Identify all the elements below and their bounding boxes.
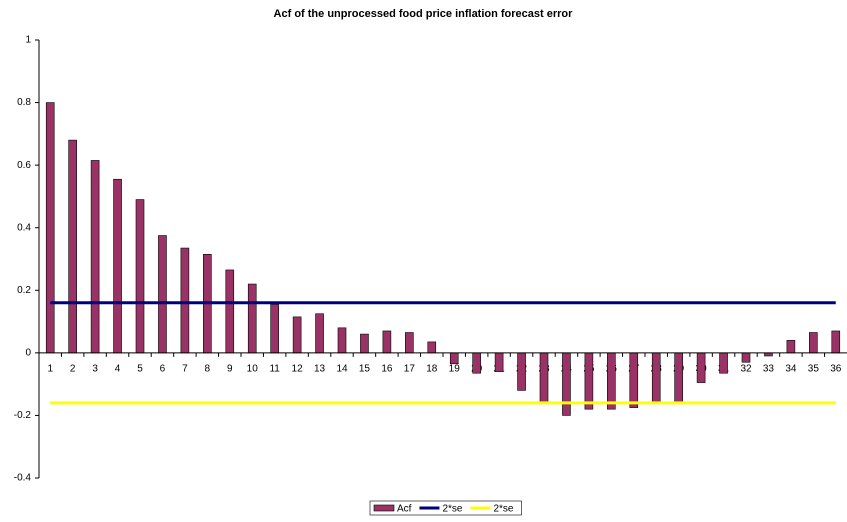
x-tick-label: 32 xyxy=(740,363,752,374)
bar xyxy=(427,341,437,354)
bar xyxy=(651,352,661,404)
legend-swatch xyxy=(373,504,395,512)
x-tick-label: 18 xyxy=(426,363,438,374)
y-tick-label: 0.4 xyxy=(17,222,31,233)
x-tick-label: 17 xyxy=(404,363,416,374)
legend-label: 2*se xyxy=(442,504,462,515)
x-tick-label: 33 xyxy=(763,363,775,374)
bar xyxy=(315,313,324,354)
bar xyxy=(809,332,818,354)
bar xyxy=(494,352,504,372)
x-tick-label: 8 xyxy=(205,363,211,374)
bar xyxy=(68,139,77,354)
x-tick-label: 11 xyxy=(269,363,280,374)
x-tick-label: 12 xyxy=(292,363,304,374)
x-tick-label: 10 xyxy=(247,363,259,374)
x-tick-label: 7 xyxy=(182,363,188,374)
y-tick-label: 0.6 xyxy=(17,160,31,171)
x-tick-label: 3 xyxy=(92,363,98,374)
x-tick-label: 19 xyxy=(449,363,461,374)
bar xyxy=(831,330,841,354)
bar xyxy=(270,304,279,354)
x-tick-label: 9 xyxy=(227,363,233,374)
x-tick-label: 35 xyxy=(808,363,820,374)
bar xyxy=(629,352,639,408)
bar xyxy=(180,247,190,354)
chart-title: Acf of the unprocessed food price inflat… xyxy=(274,8,574,20)
x-tick-label: 5 xyxy=(137,363,143,374)
bar xyxy=(449,352,459,365)
x-tick-label: 4 xyxy=(115,363,121,374)
bar xyxy=(225,269,235,354)
bar xyxy=(584,352,594,410)
bar xyxy=(517,352,526,391)
x-tick-label: 16 xyxy=(381,363,393,374)
bar xyxy=(360,333,369,354)
y-tick-label: 0.8 xyxy=(17,97,31,108)
bar xyxy=(472,352,481,374)
bar xyxy=(45,102,55,354)
bar xyxy=(113,178,122,354)
bar xyxy=(247,283,257,354)
bar xyxy=(90,160,100,354)
x-tick-label: 14 xyxy=(336,363,348,374)
y-tick-label: 0 xyxy=(25,347,31,358)
legend-label: 2*se xyxy=(493,504,513,515)
x-tick-label: 1 xyxy=(47,363,53,374)
x-tick-label: 2 xyxy=(70,363,76,374)
legend-label: Acf xyxy=(397,504,412,515)
bar xyxy=(539,352,549,404)
bar xyxy=(382,330,392,354)
x-tick-label: 13 xyxy=(314,363,326,374)
y-tick-label: -0.2 xyxy=(14,410,32,421)
x-tick-label: 36 xyxy=(830,363,842,374)
y-tick-label: 0.2 xyxy=(17,285,31,296)
x-tick-label: 6 xyxy=(160,363,166,374)
bar xyxy=(158,235,167,354)
bar xyxy=(405,332,414,354)
y-tick-label: -0.4 xyxy=(14,473,32,484)
x-tick-label: 34 xyxy=(785,363,797,374)
x-tick-label: 15 xyxy=(359,363,371,374)
bar xyxy=(696,352,706,383)
bar xyxy=(135,199,145,354)
bar xyxy=(292,316,302,354)
bar xyxy=(674,352,683,404)
legend-box xyxy=(369,500,522,516)
bar xyxy=(607,352,616,410)
bar xyxy=(337,327,347,354)
bar xyxy=(741,352,751,363)
y-tick-label: 1 xyxy=(25,35,31,46)
bar xyxy=(562,352,571,416)
bar xyxy=(786,340,796,354)
bar xyxy=(719,352,728,374)
legend: Acf 2*se 2*se xyxy=(369,500,522,516)
